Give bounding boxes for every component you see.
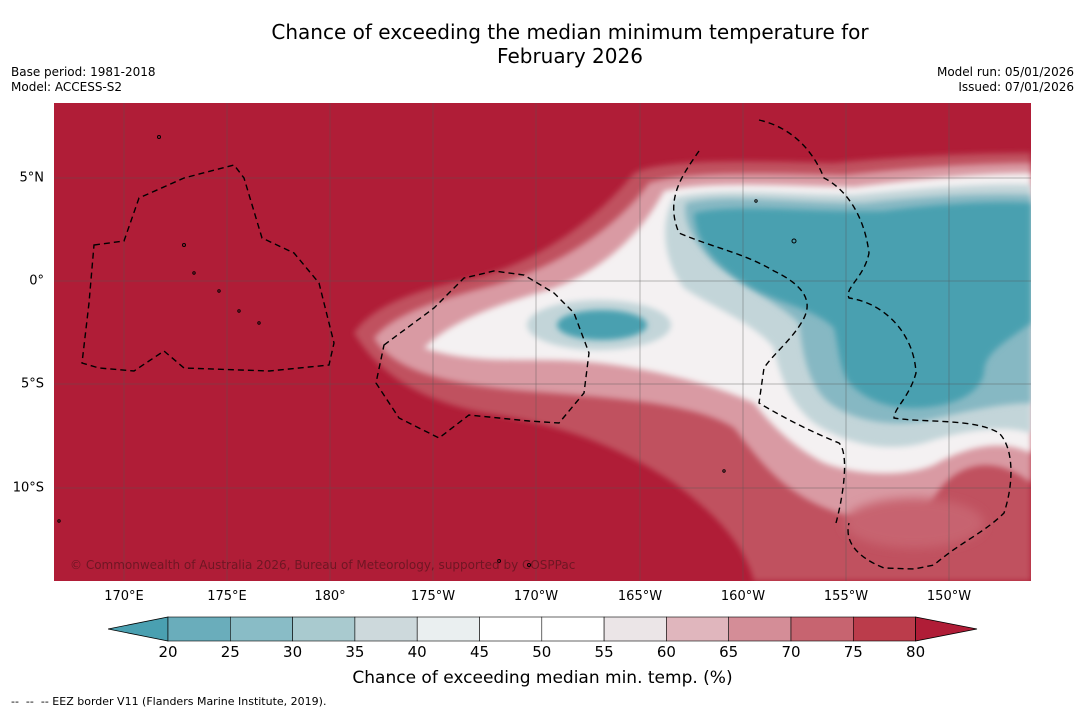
- colorbar-segment: [728, 616, 792, 642]
- colorbar-segment: [292, 616, 356, 642]
- model-run: Model run: 05/01/2026: [936, 65, 1074, 79]
- colorbar-label: 60: [656, 643, 676, 661]
- eez-line-islands-east: [758, 119, 1012, 570]
- x-tick-175E: 175°E: [207, 589, 247, 604]
- y-tick-5S: 5°S: [20, 376, 44, 392]
- colorbar-segment: [852, 616, 916, 642]
- colorbar-label: 50: [532, 643, 552, 661]
- x-tick-165W: 165°W: [617, 589, 663, 604]
- y-tick-10S: 10°S: [12, 480, 44, 496]
- eez-line-islands: [673, 150, 846, 524]
- colorbar-label: 75: [843, 643, 863, 661]
- eez-tokelau: [375, 270, 590, 439]
- colorbar-segment: [230, 616, 293, 642]
- x-tick-180: 180°: [314, 589, 346, 604]
- colorbar-segment: [790, 616, 854, 642]
- eez-footnote: -- -- -- EEZ border V11 (Flanders Marine…: [11, 695, 327, 708]
- graticule: [54, 103, 1031, 581]
- colorbar-title: Chance of exceeding median min. temp. (%…: [352, 668, 733, 688]
- colorbar-label: 45: [469, 643, 490, 661]
- x-tick-175W: 175°W: [410, 589, 456, 604]
- x-tick-170E: 170°E: [104, 589, 144, 604]
- colorbar: [108, 616, 978, 642]
- colorbar-label: 70: [781, 643, 801, 661]
- colorbar-segment: [354, 616, 418, 642]
- colorbar-label: 25: [220, 643, 240, 661]
- issued-date: Issued: 07/01/2026: [958, 80, 1074, 94]
- colorbar-segment: [541, 616, 605, 642]
- colorbar-segment: [666, 616, 730, 642]
- colorbar-arrow-high: [915, 616, 978, 642]
- zone-south-patch: [844, 498, 984, 548]
- zone-below-25: [694, 202, 1031, 408]
- eez-kiribati-gilbert: [81, 164, 335, 372]
- copyright-notice: © Commonwealth of Australia 2026, Bureau…: [70, 558, 576, 572]
- x-tick-150W: 150°W: [926, 589, 972, 604]
- map-panel: [54, 103, 1031, 581]
- model-name: Model: ACCESS-S2: [11, 80, 123, 94]
- colorbar-label: 20: [158, 643, 178, 661]
- y-tick-5N: 5°N: [19, 170, 45, 186]
- colorbar-arrow-low: [108, 616, 169, 642]
- colorbar-segment: [416, 616, 480, 642]
- colorbar-segment: [603, 616, 667, 642]
- colorbar-label: 55: [594, 643, 614, 661]
- title-line-1: Chance of exceeding the median minimum t…: [271, 20, 869, 44]
- zone-west-pocket-inner: [557, 310, 647, 340]
- probability-map: [54, 103, 1031, 581]
- eez-borders: [81, 119, 1012, 570]
- colorbar-label: 35: [345, 643, 365, 661]
- colorbar-label: 30: [283, 643, 303, 661]
- colorbar-label: 40: [407, 643, 427, 661]
- x-tick-155W: 155°W: [823, 589, 869, 604]
- x-tick-160W: 160°W: [720, 589, 766, 604]
- colorbar-segment: [167, 616, 231, 642]
- x-tick-170W: 170°W: [513, 589, 559, 604]
- meta-left: Base period: 1981-2018 Model: ACCESS-S2: [11, 65, 156, 95]
- base-period: Base period: 1981-2018: [11, 65, 156, 79]
- colorbar-label: 65: [719, 643, 739, 661]
- colorbar-segment: [479, 616, 543, 642]
- islands: [57, 135, 797, 567]
- colorbar-label: 80: [906, 643, 926, 661]
- meta-right: Model run: 05/01/2026 Issued: 07/01/2026: [937, 65, 1074, 95]
- y-tick-0: 0°: [29, 273, 44, 289]
- title-line-2: February 2026: [497, 44, 643, 68]
- chart-title: Chance of exceeding the median minimum t…: [0, 20, 1085, 68]
